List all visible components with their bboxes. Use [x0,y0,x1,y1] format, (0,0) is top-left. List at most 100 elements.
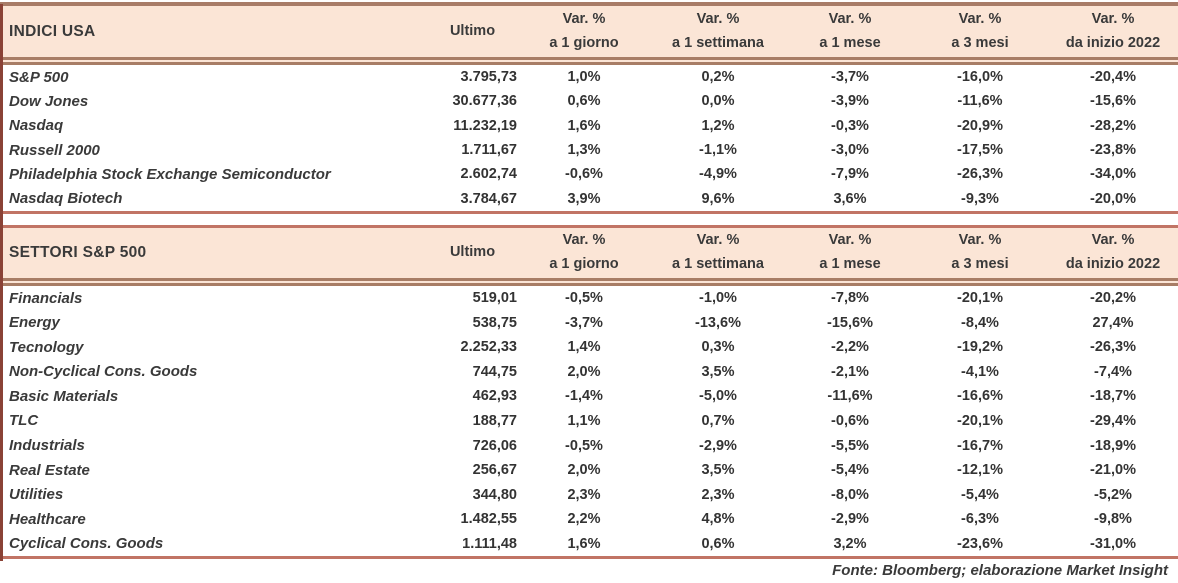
var-value: -28,2% [1090,117,1136,134]
var-value: -11,6% [957,93,1003,110]
ultimo-value: 726,06 [472,437,517,454]
var-value: 9,6% [701,190,735,207]
ultimo-value: 519,01 [472,290,517,307]
var-value: 1,0% [567,69,601,86]
var-label: Var. % [828,11,872,28]
var-value: -16,6% [957,388,1003,405]
var-label: Var. % [562,11,606,28]
period-label: a 1 mese [819,255,881,272]
var-value: -31,0% [1090,535,1136,552]
var-label: Var. % [958,232,1002,249]
row-name: Nasdaq [9,117,64,135]
var-value: 2,3% [701,486,735,503]
var-value: -7,9% [831,166,869,183]
var-value: 0,6% [701,535,735,552]
var-value: 1,3% [567,142,601,159]
var-value: -5,0% [699,388,737,405]
var-value: 1,2% [701,117,735,134]
source-note: Fonte: Bloomberg; elaborazione Market In… [832,561,1168,579]
var-value: -29,4% [1090,412,1136,429]
row-name: Utilities [9,486,64,504]
var-value: -0,5% [565,290,603,307]
row-name: Tecnology [9,338,84,356]
var-value: -0,3% [831,117,869,134]
var-value: 3,6% [833,190,867,207]
table-row: Dow Jones 30.677,36 0,6% 0,0% -3,9% -11,6% -15… [0,89,1178,113]
var-value: -3,0% [831,142,869,159]
var-label: Var. % [696,232,740,249]
var-value: -5,5% [831,437,869,454]
var-value: 0,7% [701,412,735,429]
col-header-var-inizio-2022: Var. % da inizio 2022 [1048,8,1178,55]
var-value: -23,6% [957,535,1003,552]
ultimo-value: 744,75 [472,363,517,380]
period-label: a 1 settimana [672,255,764,272]
var-value: 1,4% [567,339,601,356]
var-value: -20,9% [957,117,1003,134]
section-title-indici-usa: INDICI USA [9,22,96,40]
table-row: Non-Cyclical Cons. Goods 744,75 2,0% 3,5% -2… [0,360,1178,385]
col-header-ultimo: Ultimo [449,244,496,261]
row-name: Energy [9,314,60,332]
table-row: Healthcare 1.482,55 2,2% 4,8% -2,9% -6,3% -9,8… [0,507,1178,532]
var-label: Var. % [828,232,872,249]
col-header-ultimo: Ultimo [449,22,496,39]
var-value: 0,6% [567,93,601,110]
table-row: Nasdaq 11.232,19 1,6% 1,2% -0,3% -20,9% -28,2% [0,114,1178,138]
table-row: Financials 519,01 -0,5% -1,0% -7,8% -20,1% -20… [0,286,1178,311]
var-value: -20,0% [1090,190,1136,207]
var-value: -15,6% [1090,93,1136,110]
var-value: -19,2% [957,339,1003,356]
var-value: -16,0% [957,69,1003,86]
var-value: -3,7% [565,314,603,331]
period-label: da inizio 2022 [1065,34,1161,51]
var-value: -2,2% [831,339,869,356]
section-title-settori-sp500: SETTORI S&P 500 [9,243,147,261]
var-value: -0,5% [565,437,603,454]
var-label: Var. % [958,11,1002,28]
var-value: -34,0% [1090,166,1136,183]
period-label: a 3 mesi [951,255,1009,272]
period-label: da inizio 2022 [1065,255,1161,272]
row-name: Financials [9,289,83,307]
col-header-var-1-mese: Var. % a 1 mese [788,229,912,276]
var-value: -1,1% [699,142,737,159]
var-value: -2,1% [831,363,869,380]
var-value: -5,4% [961,486,999,503]
ultimo-value: 462,93 [472,388,517,405]
var-value: 2,0% [567,462,601,479]
var-value: 2,2% [567,511,601,528]
table-body-settori-sp500: Financials 519,01 -0,5% -1,0% -7,8% -20,1% -20… [0,286,1178,559]
var-value: -6,3% [961,511,999,528]
ultimo-value: 11.232,19 [453,117,517,134]
var-value: 3,5% [701,363,735,380]
var-value: -5,4% [831,462,869,479]
var-value: -3,9% [831,93,869,110]
table-row: Utilities 344,80 2,3% 2,3% -8,0% -5,4% -5,2% [0,482,1178,507]
var-value: 1,1% [567,412,601,429]
var-value: 0,2% [701,69,735,86]
table-left-border [0,4,3,561]
ultimo-value: 1.711,67 [461,142,517,159]
col-header-var-inizio-2022: Var. % da inizio 2022 [1048,229,1178,276]
var-value: -20,4% [1090,69,1136,86]
var-value: -18,7% [1090,388,1136,405]
var-value: 1,6% [567,535,601,552]
var-value: -26,3% [1090,339,1136,356]
col-header-var-1-giorno: Var. % a 1 giorno [520,8,648,55]
var-value: 3,9% [567,190,601,207]
var-value: 1,6% [567,117,601,134]
ultimo-value: 3.784,67 [460,190,517,207]
var-value: -20,2% [1090,290,1136,307]
row-name: Nasdaq Biotech [9,190,123,208]
var-value: -11,6% [827,388,873,405]
var-value: -9,3% [961,190,999,207]
table-row: Energy 538,75 -3,7% -13,6% -15,6% -8,4% 27,4% [0,311,1178,336]
col-header-var-3-mesi: Var. % a 3 mesi [912,8,1048,55]
ultimo-value: 2.602,74 [460,166,517,183]
ultimo-value: 256,67 [472,462,517,479]
ultimo-value: 1.111,48 [462,535,517,552]
period-label: a 1 giorno [549,34,619,51]
table-row: Cyclical Cons. Goods 1.111,48 1,6% 0,6% 3,2%… [0,531,1178,556]
